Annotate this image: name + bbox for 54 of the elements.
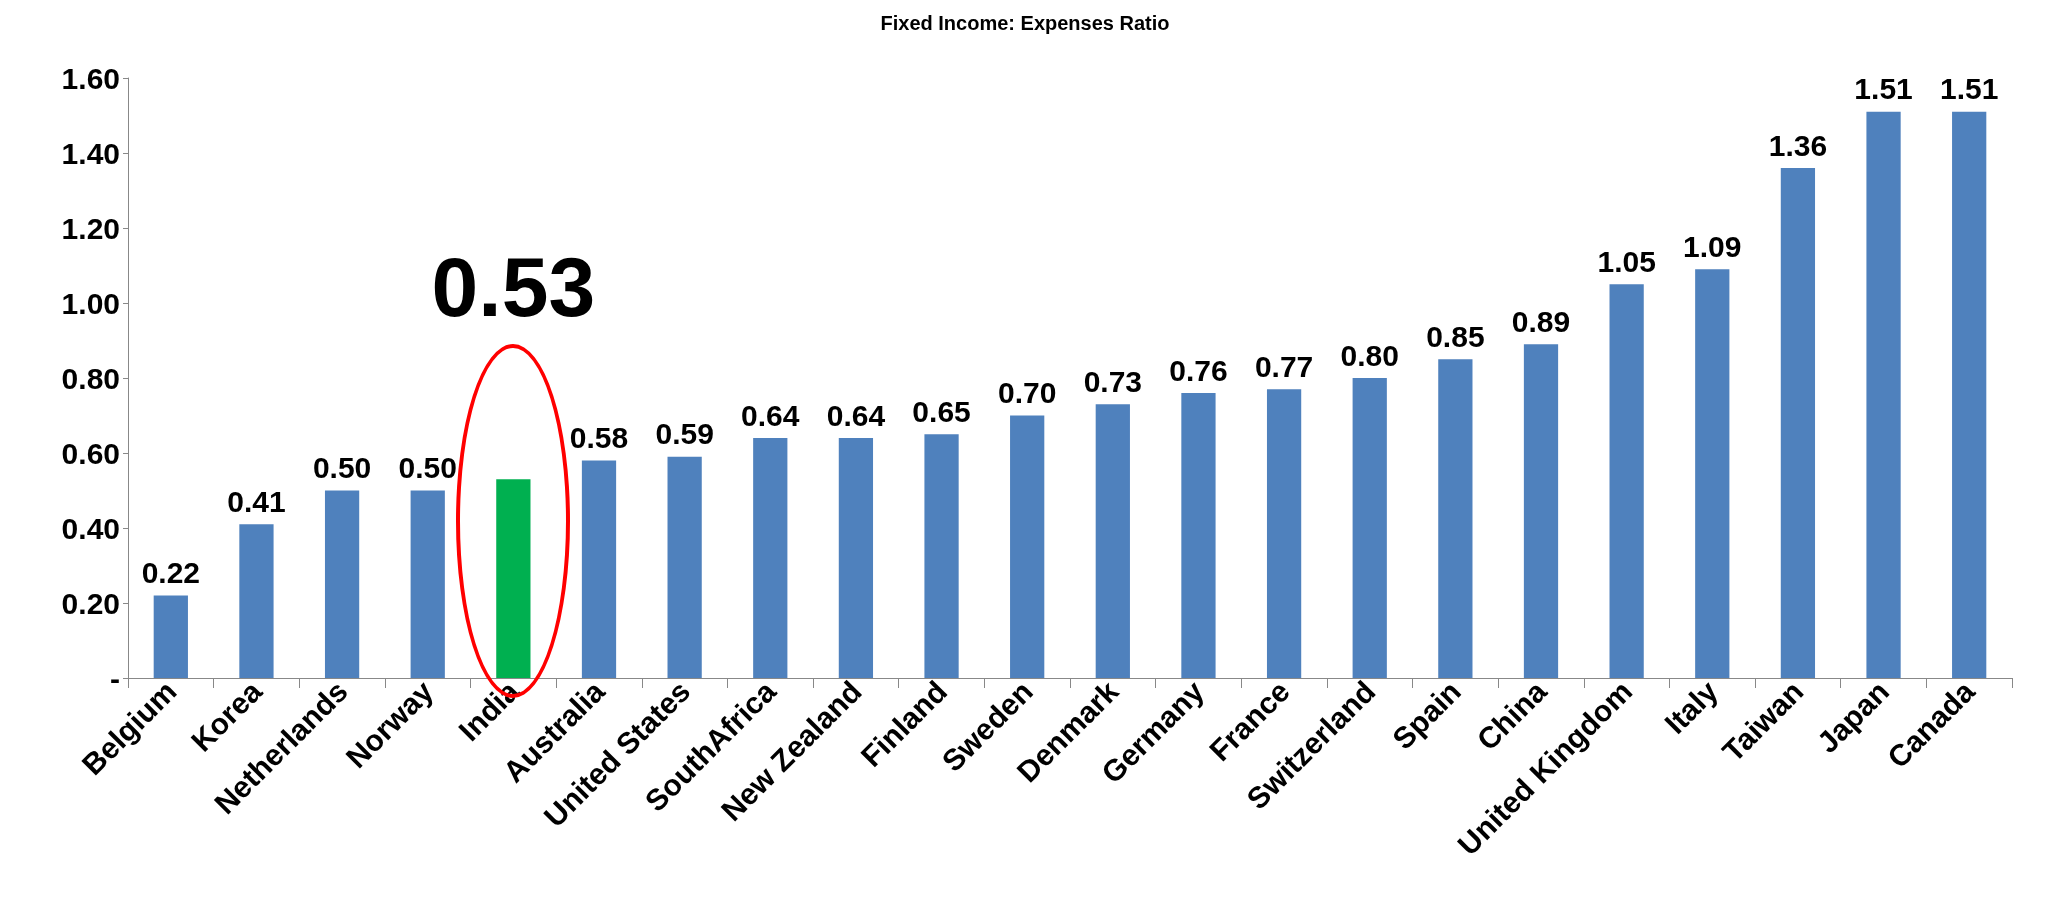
data-label: 1.09 bbox=[1683, 229, 1742, 263]
bar bbox=[324, 490, 360, 678]
y-tick-label: - bbox=[110, 661, 120, 695]
bar bbox=[581, 460, 617, 678]
y-tick-label: 1.00 bbox=[61, 286, 120, 320]
bar bbox=[153, 595, 188, 678]
data-label: 0.73 bbox=[1083, 364, 1143, 398]
bar bbox=[753, 438, 788, 678]
data-label: 0.80 bbox=[1340, 338, 1399, 372]
data-label: 0.85 bbox=[1426, 319, 1485, 353]
data-label: 0.70 bbox=[997, 376, 1057, 409]
data-label: 0.41 bbox=[227, 484, 286, 518]
bar bbox=[924, 434, 959, 678]
chart-title: Fixed Income: Expenses Ratio bbox=[880, 12, 1170, 34]
data-label: 1.51 bbox=[1854, 72, 1913, 106]
y-tick-label: 0.60 bbox=[61, 436, 120, 470]
data-label: 0.64 bbox=[826, 398, 886, 432]
bar bbox=[1438, 359, 1473, 678]
bar bbox=[1780, 168, 1816, 678]
y-tick-label: 1.20 bbox=[61, 211, 120, 245]
bar bbox=[1609, 284, 1644, 678]
data-label: 1.51 bbox=[1939, 72, 1999, 106]
data-label: 0.50 bbox=[398, 451, 457, 484]
data-label: 0.76 bbox=[1169, 353, 1228, 387]
bar bbox=[1695, 269, 1730, 678]
data-label: 0.58 bbox=[569, 421, 629, 454]
bar bbox=[239, 524, 274, 678]
bar bbox=[838, 438, 874, 678]
bar bbox=[1010, 415, 1045, 678]
data-label: 0.77 bbox=[1254, 349, 1314, 383]
y-tick-label: 1.40 bbox=[61, 136, 120, 170]
y-tick-label: 0.40 bbox=[61, 511, 120, 545]
data-label: 0.65 bbox=[912, 394, 971, 428]
data-label: 0.64 bbox=[741, 398, 800, 432]
data-label: 0.50 bbox=[312, 451, 372, 484]
y-tick-label: 0.20 bbox=[61, 586, 120, 620]
bar bbox=[1266, 389, 1302, 678]
bar bbox=[1523, 344, 1559, 678]
bar bbox=[496, 479, 531, 678]
data-label: 1.05 bbox=[1597, 244, 1656, 278]
bar bbox=[1866, 111, 1901, 678]
bar bbox=[1952, 111, 1987, 678]
data-label: 0.53 bbox=[431, 240, 596, 335]
data-label: 0.89 bbox=[1511, 304, 1571, 338]
data-label: 0.22 bbox=[141, 556, 201, 589]
bar bbox=[1352, 378, 1387, 678]
y-tick-label: 0.80 bbox=[61, 361, 120, 395]
bar bbox=[667, 456, 702, 678]
bar bbox=[1095, 404, 1130, 678]
bar bbox=[1181, 393, 1216, 678]
data-label: 1.36 bbox=[1768, 128, 1828, 162]
bar bbox=[410, 490, 445, 678]
y-tick-label: 1.60 bbox=[61, 61, 120, 95]
data-label: 0.59 bbox=[655, 417, 714, 451]
